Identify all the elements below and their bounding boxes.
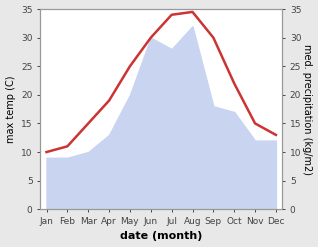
X-axis label: date (month): date (month) bbox=[120, 231, 203, 242]
Y-axis label: med. precipitation (kg/m2): med. precipitation (kg/m2) bbox=[302, 44, 313, 175]
Y-axis label: max temp (C): max temp (C) bbox=[5, 75, 16, 143]
